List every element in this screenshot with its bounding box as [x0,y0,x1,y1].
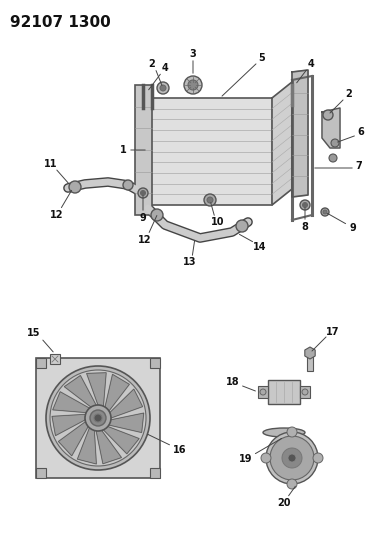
Circle shape [138,188,148,198]
Text: 9: 9 [139,213,146,223]
Circle shape [207,197,213,203]
Bar [36,358,160,478]
Polygon shape [292,70,308,197]
Circle shape [94,414,102,422]
Circle shape [90,410,106,426]
Bar [150,468,160,478]
Text: 11: 11 [44,159,58,169]
Polygon shape [322,108,340,148]
Circle shape [313,453,323,463]
Text: 17: 17 [326,327,340,337]
Text: 7: 7 [356,161,363,171]
Bar [36,468,46,478]
Circle shape [288,454,296,462]
Text: 12: 12 [50,210,64,220]
Text: 3: 3 [190,49,196,59]
Circle shape [50,370,146,466]
Text: 6: 6 [358,127,364,137]
Circle shape [160,85,166,91]
Polygon shape [305,347,315,359]
Text: 10: 10 [211,217,225,227]
Text: 15: 15 [27,328,41,338]
Circle shape [287,479,297,489]
Circle shape [302,389,308,395]
Polygon shape [103,426,139,454]
Circle shape [300,200,310,210]
Circle shape [321,208,329,216]
Circle shape [261,453,271,463]
Bar [150,358,160,368]
Circle shape [236,220,248,232]
Polygon shape [53,392,89,413]
Bar [36,358,46,368]
Polygon shape [87,373,106,406]
Circle shape [69,181,81,193]
Circle shape [302,203,307,207]
Ellipse shape [263,428,305,437]
Text: 20: 20 [277,498,291,508]
Circle shape [282,448,302,468]
Circle shape [85,405,111,431]
Text: 9: 9 [350,223,356,233]
Bar [135,85,152,215]
Polygon shape [109,413,144,432]
Circle shape [331,139,339,147]
Bar [50,354,60,364]
Polygon shape [59,422,88,456]
Circle shape [188,80,198,90]
Bar [268,380,300,404]
Circle shape [260,389,266,395]
Text: 13: 13 [183,257,197,267]
Text: 14: 14 [253,242,267,252]
Text: 92107 1300: 92107 1300 [10,15,111,30]
Bar [307,353,313,371]
Circle shape [323,110,333,120]
Text: 18: 18 [226,377,240,387]
Circle shape [46,366,150,470]
Polygon shape [110,389,142,418]
Polygon shape [52,414,86,435]
Polygon shape [64,376,96,407]
Circle shape [204,194,216,206]
Text: 2: 2 [346,89,352,99]
Circle shape [141,190,146,196]
Circle shape [184,76,202,94]
Circle shape [270,436,314,480]
Text: 2: 2 [149,59,155,69]
Polygon shape [272,82,292,205]
Text: 19: 19 [239,454,253,464]
Text: 4: 4 [308,59,314,69]
Bar [300,386,310,398]
Text: 12: 12 [138,235,152,245]
Circle shape [323,210,327,214]
Circle shape [151,209,163,221]
Circle shape [266,432,318,484]
Text: 1: 1 [120,145,127,155]
Bar [258,386,268,398]
Polygon shape [105,374,129,411]
Polygon shape [96,431,122,464]
Circle shape [329,154,337,162]
Text: 4: 4 [162,63,168,73]
Bar [148,98,272,205]
Circle shape [287,427,297,437]
Polygon shape [78,428,97,464]
Text: 16: 16 [173,445,187,455]
Text: 5: 5 [259,53,265,63]
Circle shape [123,180,133,190]
Text: 8: 8 [302,222,309,232]
Circle shape [157,82,169,94]
